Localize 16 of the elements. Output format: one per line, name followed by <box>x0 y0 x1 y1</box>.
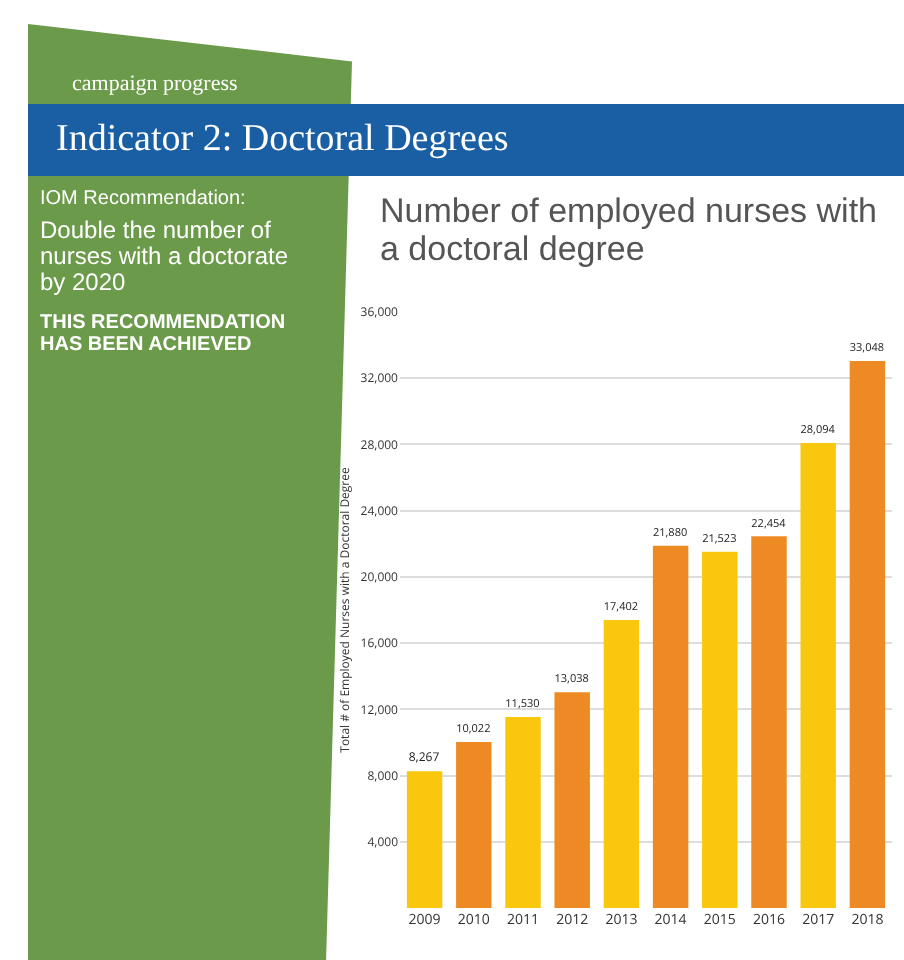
text: Double the number of nurses with a doctorate by 2020 <box>40 216 291 296</box>
bar <box>406 771 443 908</box>
chart-subtitle: Number of employed nurses with a doctoral degree <box>380 192 880 268</box>
bar <box>800 442 836 908</box>
text: IOM Recommendation: <box>40 188 248 210</box>
bar <box>849 360 886 908</box>
bar <box>652 545 689 908</box>
bar <box>554 692 590 908</box>
bar <box>505 717 541 908</box>
bar <box>456 742 492 908</box>
text: THIS RECOMMENDATION HAS BEEN ACHIEVED <box>40 312 288 356</box>
text: campaign progress <box>72 72 238 96</box>
bar <box>702 551 738 908</box>
bar <box>603 619 640 908</box>
chart-title: Indicator 2: Doctoral Degrees <box>28 104 904 176</box>
bar <box>751 536 787 908</box>
